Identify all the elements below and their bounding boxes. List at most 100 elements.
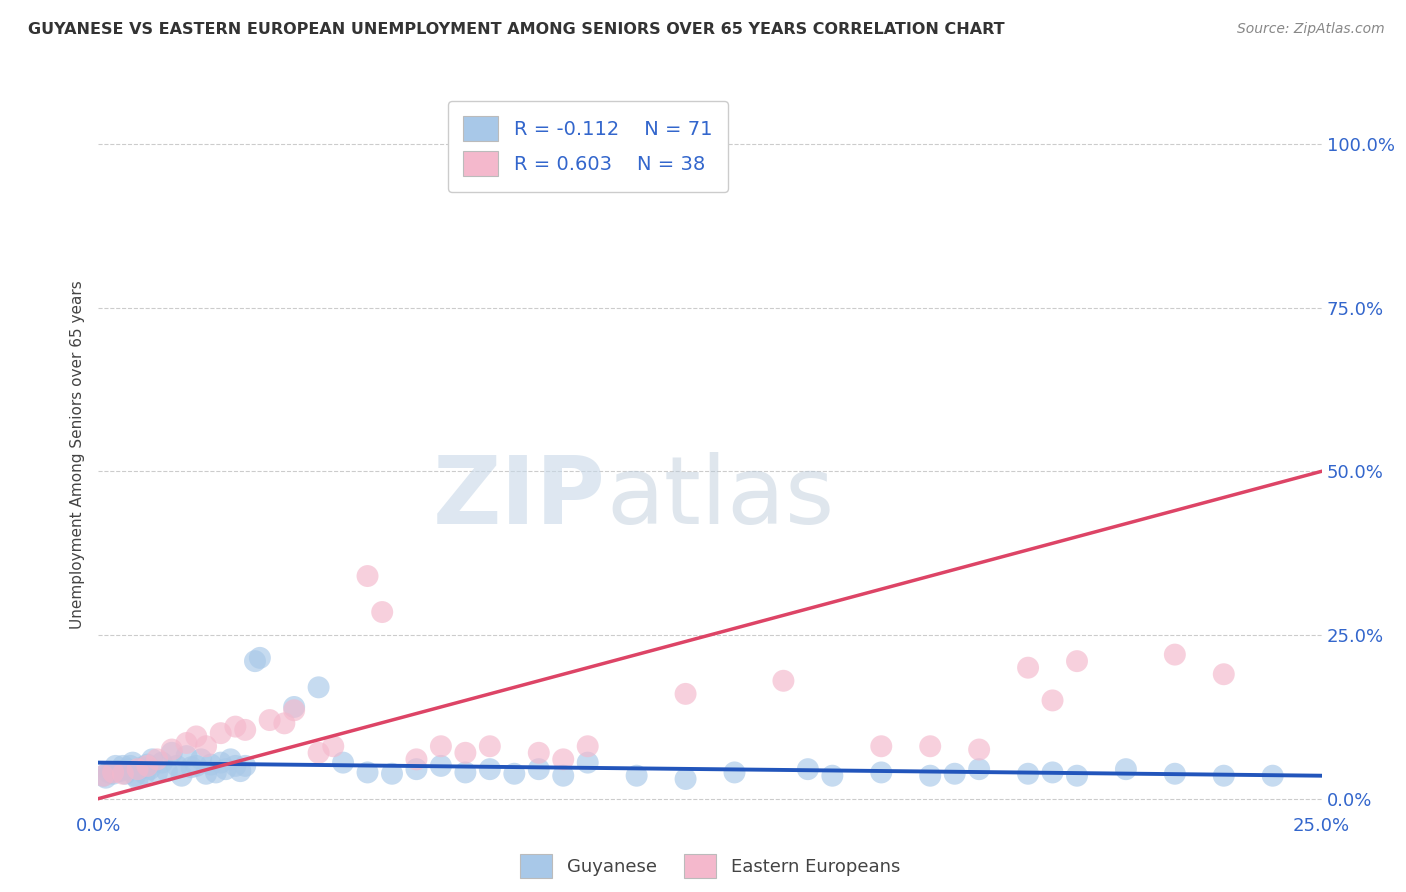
Point bbox=[100, 765, 122, 780]
Point bbox=[134, 766, 156, 780]
Point bbox=[176, 749, 198, 764]
Point bbox=[101, 765, 124, 780]
Point bbox=[127, 762, 149, 776]
Point bbox=[97, 765, 120, 780]
Text: ZIP: ZIP bbox=[433, 451, 606, 544]
Point bbox=[166, 759, 188, 773]
Point bbox=[967, 762, 990, 776]
Point bbox=[195, 739, 218, 754]
Point bbox=[186, 759, 208, 773]
Point bbox=[121, 756, 143, 770]
Point bbox=[160, 742, 183, 756]
Point bbox=[139, 762, 162, 776]
Point bbox=[111, 766, 134, 780]
Point bbox=[1042, 765, 1064, 780]
Point bbox=[772, 673, 794, 688]
Point bbox=[430, 739, 453, 754]
Point bbox=[478, 762, 501, 776]
Point bbox=[322, 739, 344, 754]
Point bbox=[405, 762, 427, 776]
Point bbox=[224, 759, 246, 773]
Point bbox=[675, 772, 697, 786]
Point bbox=[94, 771, 117, 785]
Point bbox=[136, 757, 159, 772]
Point bbox=[1212, 769, 1234, 783]
Point bbox=[1017, 661, 1039, 675]
Point bbox=[356, 569, 378, 583]
Point bbox=[150, 756, 173, 770]
Point bbox=[124, 769, 146, 783]
Point bbox=[114, 766, 136, 780]
Point bbox=[308, 746, 330, 760]
Point bbox=[797, 762, 820, 776]
Point bbox=[156, 764, 179, 778]
Point bbox=[233, 759, 256, 773]
Point bbox=[821, 769, 844, 783]
Point bbox=[190, 752, 212, 766]
Point bbox=[91, 769, 114, 783]
Point bbox=[229, 764, 252, 778]
Point bbox=[209, 726, 232, 740]
Point bbox=[675, 687, 697, 701]
Point bbox=[723, 765, 745, 780]
Point bbox=[943, 766, 966, 780]
Point bbox=[332, 756, 354, 770]
Point bbox=[553, 752, 575, 766]
Point bbox=[273, 716, 295, 731]
Point bbox=[91, 769, 114, 783]
Point bbox=[1042, 693, 1064, 707]
Point bbox=[117, 762, 139, 776]
Point bbox=[110, 764, 132, 778]
Point bbox=[200, 757, 222, 772]
Point bbox=[160, 746, 183, 760]
Point bbox=[870, 765, 893, 780]
Text: GUYANESE VS EASTERN EUROPEAN UNEMPLOYMENT AMONG SENIORS OVER 65 YEARS CORRELATIO: GUYANESE VS EASTERN EUROPEAN UNEMPLOYMEN… bbox=[28, 22, 1005, 37]
Point bbox=[576, 756, 599, 770]
Point bbox=[1164, 766, 1187, 780]
Point bbox=[259, 713, 281, 727]
Point bbox=[920, 739, 942, 754]
Point bbox=[454, 765, 477, 780]
Point bbox=[478, 739, 501, 754]
Point bbox=[209, 756, 232, 770]
Point bbox=[967, 742, 990, 756]
Point bbox=[146, 752, 169, 766]
Point bbox=[1261, 769, 1284, 783]
Point bbox=[111, 759, 134, 773]
Point bbox=[576, 739, 599, 754]
Point bbox=[129, 762, 152, 776]
Point bbox=[1212, 667, 1234, 681]
Point bbox=[553, 769, 575, 783]
Point bbox=[127, 772, 149, 786]
Point bbox=[107, 764, 129, 778]
Point bbox=[120, 759, 142, 773]
Point bbox=[679, 136, 702, 151]
Point bbox=[283, 703, 305, 717]
Point bbox=[870, 739, 893, 754]
Point bbox=[308, 681, 330, 695]
Point bbox=[283, 700, 305, 714]
Point bbox=[381, 766, 404, 780]
Point bbox=[405, 752, 427, 766]
Point bbox=[1115, 762, 1137, 776]
Point bbox=[527, 746, 550, 760]
Point bbox=[371, 605, 394, 619]
Legend: Guyanese, Eastern Europeans: Guyanese, Eastern Europeans bbox=[513, 847, 907, 885]
Point bbox=[527, 762, 550, 776]
Point bbox=[205, 765, 228, 780]
Point bbox=[136, 759, 159, 773]
Y-axis label: Unemployment Among Seniors over 65 years: Unemployment Among Seniors over 65 years bbox=[70, 281, 86, 629]
Point bbox=[243, 654, 266, 668]
Point bbox=[104, 759, 127, 773]
Point bbox=[141, 752, 163, 766]
Point bbox=[1164, 648, 1187, 662]
Point bbox=[170, 769, 193, 783]
Point bbox=[1066, 769, 1088, 783]
Point bbox=[1066, 654, 1088, 668]
Point bbox=[920, 769, 942, 783]
Point bbox=[186, 730, 208, 744]
Point bbox=[430, 759, 453, 773]
Point bbox=[180, 760, 202, 774]
Text: Source: ZipAtlas.com: Source: ZipAtlas.com bbox=[1237, 22, 1385, 37]
Point bbox=[454, 746, 477, 760]
